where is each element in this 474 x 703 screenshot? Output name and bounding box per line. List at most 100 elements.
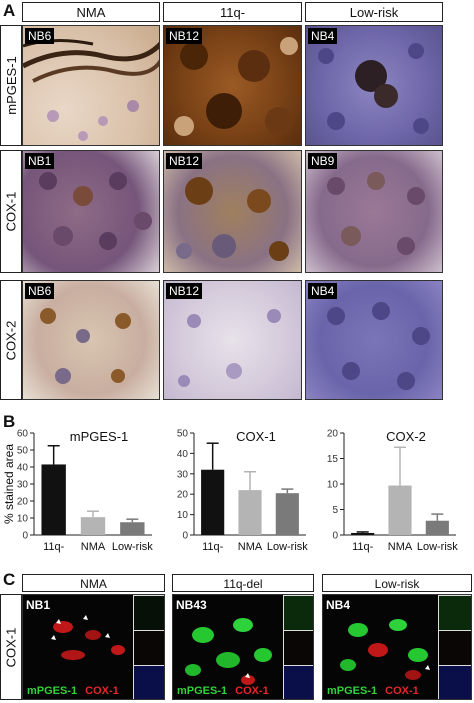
y-tick-label: 20 xyxy=(177,490,189,501)
c-column-header-low-risk: Low-risk xyxy=(322,574,472,592)
stain-legend: mPGES-1 COX-1 xyxy=(177,685,269,697)
stain-texture xyxy=(39,172,152,250)
sample-id: NB6 xyxy=(25,28,55,44)
row-label-cox1-text: COX-1 xyxy=(3,191,19,232)
micrograph-cox2-nma: NB6 xyxy=(22,280,160,400)
fluorescence-texture xyxy=(340,619,430,680)
category-label: Low-risk xyxy=(112,541,153,553)
c-column-header-11q-del: 11q-del xyxy=(172,574,314,592)
stain-texture xyxy=(327,302,430,390)
inset-blue xyxy=(133,665,164,699)
y-tick-label: 0 xyxy=(22,531,28,542)
micrograph-mpges1-11q: NB12 xyxy=(163,25,302,146)
stain-texture xyxy=(178,309,281,387)
fluorescence-nma: NB1 mPGES-1 COX-1 xyxy=(22,594,165,700)
y-tick-label: 40 xyxy=(17,463,29,474)
c-row-label-cox1: COX-1 xyxy=(0,594,22,700)
inset-green xyxy=(438,595,471,630)
y-tick-label: 5 xyxy=(332,505,338,516)
bar xyxy=(388,485,412,535)
stain-legend: mPGES-1 COX-1 xyxy=(327,685,419,697)
inset-red xyxy=(283,630,313,665)
row-label-mpges1-text: mPGES-1 xyxy=(3,56,19,115)
row-label-cox2: COX-2 xyxy=(0,280,22,400)
legend-red: COX-1 xyxy=(235,685,269,697)
legend-green: mPGES-1 xyxy=(27,685,78,697)
stain-texture xyxy=(176,177,289,261)
sample-id: NB6 xyxy=(25,283,55,299)
bar xyxy=(41,464,66,535)
category-label: Low-risk xyxy=(267,541,308,553)
legend-green: mPGES-1 xyxy=(177,685,228,697)
bar xyxy=(238,490,262,535)
micrograph-cox1-low-risk: NB9 xyxy=(305,150,443,273)
bar xyxy=(80,517,106,535)
y-tick-label: 10 xyxy=(327,480,339,491)
row-label-cox1: COX-1 xyxy=(0,150,22,273)
y-tick-label: 20 xyxy=(327,429,339,440)
sample-id: NB4 xyxy=(308,283,338,299)
bar xyxy=(351,532,375,535)
y-tick-label: 20 xyxy=(17,497,29,508)
chart-title: COX-1 xyxy=(236,429,276,444)
panel-a-letter: A xyxy=(3,1,16,20)
stain-legend: mPGES-1 COX-1 xyxy=(27,685,119,697)
sample-id: NB12 xyxy=(166,283,203,299)
category-label: 11q- xyxy=(202,541,224,553)
y-tick-label: 60 xyxy=(17,429,29,440)
inset-green xyxy=(283,595,313,630)
fluorescence-texture xyxy=(51,615,125,660)
sample-id: NB12 xyxy=(166,28,203,44)
sample-id: NB4 xyxy=(308,28,338,44)
bar xyxy=(275,493,299,535)
inset-blue xyxy=(438,665,471,699)
y-tick-label: 10 xyxy=(177,510,189,521)
chart-cox2: 0 5 10 15 20 COX-2 11q- NMA Low-risk xyxy=(327,429,458,554)
micrograph-cox1-nma: NB1 xyxy=(22,150,160,273)
sample-id: NB43 xyxy=(176,598,207,612)
sample-id: NB1 xyxy=(26,598,51,612)
bar xyxy=(201,469,225,535)
chart-title: mPGES-1 xyxy=(70,429,129,444)
legend-green: mPGES-1 xyxy=(327,685,378,697)
inset-red xyxy=(133,630,164,665)
panel-c-letter: C xyxy=(3,570,16,589)
stain-texture xyxy=(327,172,425,255)
micrograph-cox1-11q: NB12 xyxy=(163,150,302,273)
legend-red: COX-1 xyxy=(85,685,119,697)
y-tick-label: 30 xyxy=(177,469,189,480)
panel-b-letter: B xyxy=(3,412,16,431)
inset-blue xyxy=(283,665,313,699)
micrograph-cox2-11q: NB12 xyxy=(163,280,302,400)
category-label: NMA xyxy=(81,541,106,553)
chart-title: COX-2 xyxy=(386,429,426,444)
sample-id: NB4 xyxy=(326,598,351,612)
bar xyxy=(120,522,145,535)
y-tick-label: 0 xyxy=(332,531,338,542)
column-header-low-risk: Low-risk xyxy=(305,2,443,22)
fluorescence-texture xyxy=(185,618,272,685)
micrograph-cox2-low-risk: NB4 xyxy=(305,280,443,400)
y-tick-label: 40 xyxy=(177,449,189,460)
y-tick-label: 50 xyxy=(177,429,189,440)
sample-id: NB9 xyxy=(308,153,338,169)
chart-mpges1: 0 10 20 30 40 50 60 mPGES-1 % stained area 11q- NM… xyxy=(2,429,153,554)
stain-texture xyxy=(23,38,159,141)
category-label: NMA xyxy=(388,541,413,553)
chart-cox1: 0 10 20 30 40 50 COX-1 11q- NMA Low-risk xyxy=(177,429,308,554)
row-label-cox2-text: COX-2 xyxy=(3,320,19,360)
y-tick-label: 30 xyxy=(17,480,29,491)
category-label: NMA xyxy=(238,541,263,553)
category-label: 11q- xyxy=(43,541,65,553)
inset-green xyxy=(133,595,164,630)
sample-id: NB12 xyxy=(166,153,203,169)
c-column-header-nma: NMA xyxy=(22,574,165,592)
column-header-nma: NMA xyxy=(22,2,160,22)
row-label-mpges1: mPGES-1 xyxy=(0,25,22,146)
sample-id: NB1 xyxy=(25,153,55,169)
stain-texture xyxy=(40,308,131,384)
stain-texture xyxy=(318,43,429,134)
fluorescence-11q-del: NB43 mPGES-1 COX-1 xyxy=(172,594,314,700)
y-tick-label: 50 xyxy=(17,446,29,457)
